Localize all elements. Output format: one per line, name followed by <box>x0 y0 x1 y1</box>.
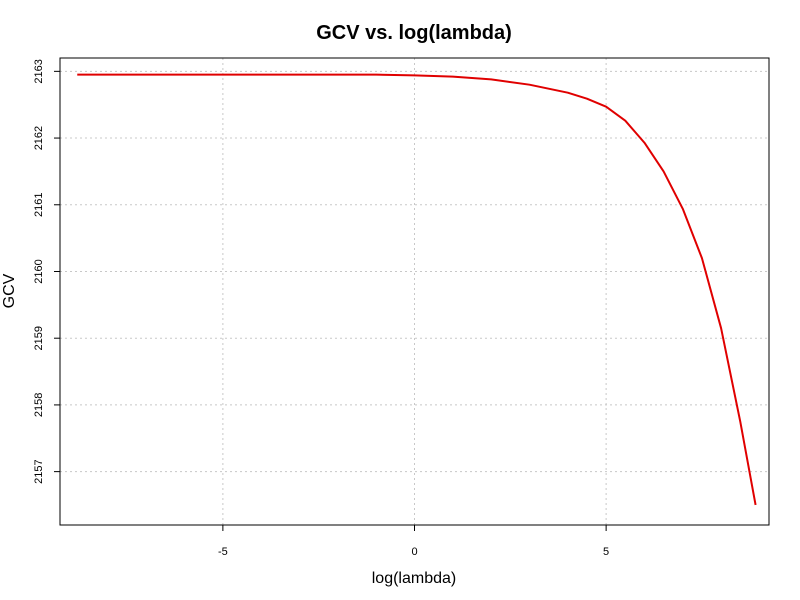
series-layer <box>77 73 757 506</box>
plot-frame <box>59 57 770 526</box>
y-tick-label: 2157 <box>33 459 45 483</box>
y-tick-label: 2160 <box>33 259 45 283</box>
y-tick-label: 2158 <box>33 393 45 417</box>
x-tick-label: -5 <box>218 546 228 558</box>
grid-lines <box>60 58 769 525</box>
x-tick-label: 0 <box>411 546 417 558</box>
y-tick-label: 2162 <box>33 126 45 150</box>
y-axis-label: GCV <box>1 273 18 308</box>
x-tick-label: 5 <box>603 546 609 558</box>
y-tick-label: 2161 <box>33 193 45 217</box>
x-axis-label: log(lambda) <box>372 570 456 587</box>
y-tick-label: 2163 <box>33 59 45 83</box>
axes: -5 0 5 2157 2158 2159 2160 2161 2162 2163 <box>33 59 609 558</box>
y-tick-label: 2159 <box>33 326 45 350</box>
gcv-series-line <box>77 73 757 506</box>
chart-title: GCV vs. log(lambda) <box>316 22 512 44</box>
